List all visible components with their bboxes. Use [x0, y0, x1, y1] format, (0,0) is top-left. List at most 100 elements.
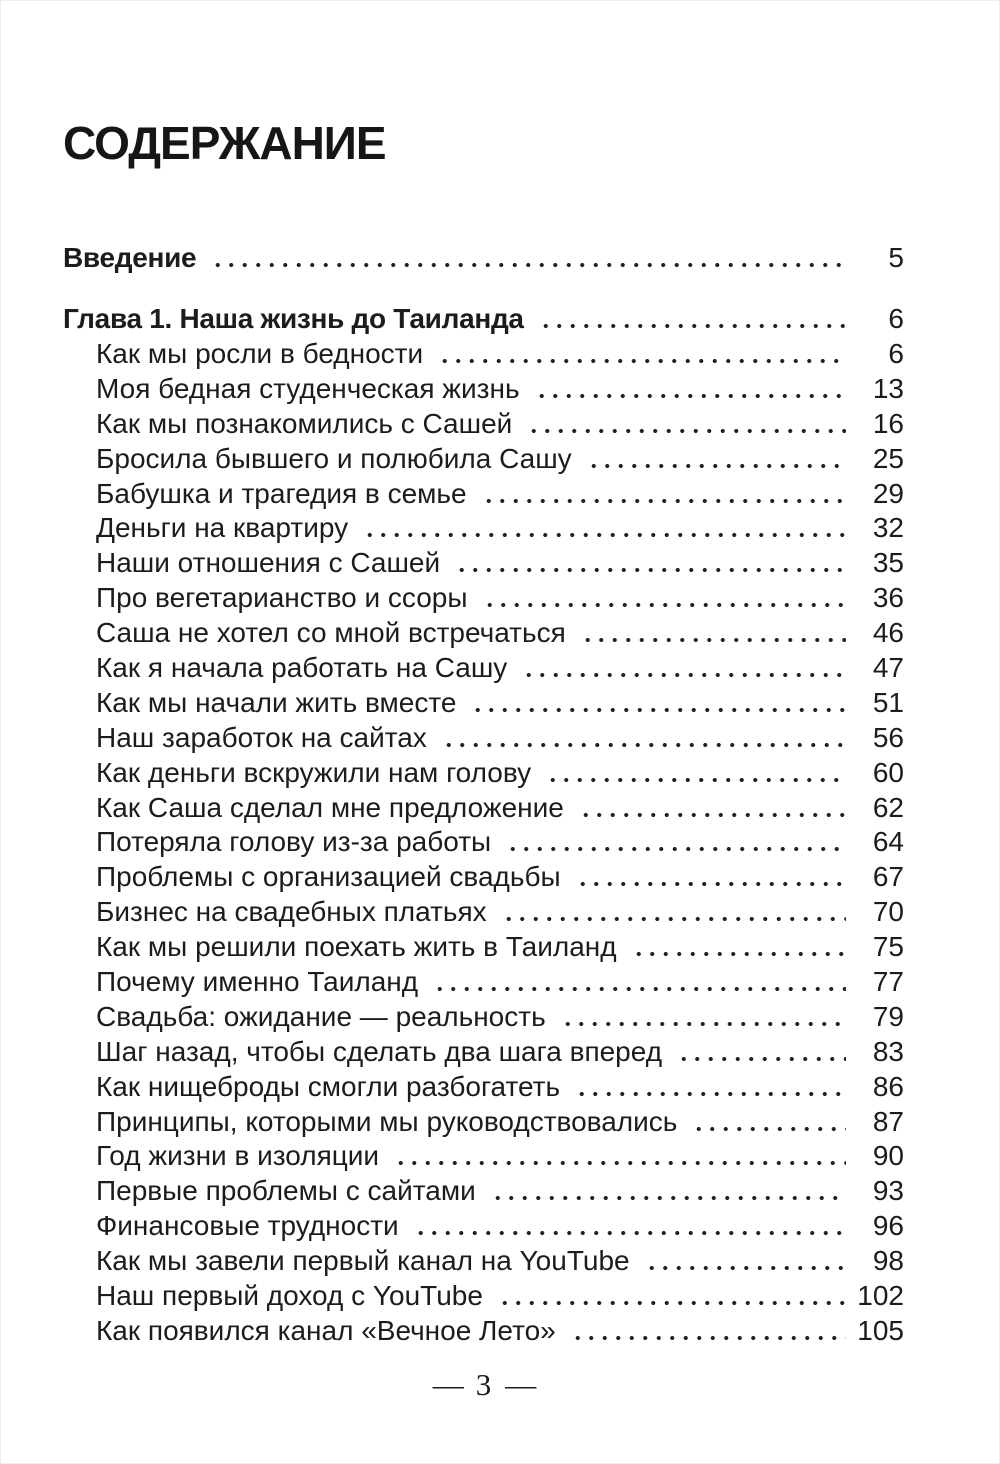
toc-entry-page: 51 — [872, 686, 904, 718]
toc-entry-page: 16 — [872, 407, 904, 439]
toc-entry-page: 36 — [872, 582, 904, 614]
toc-entry-label: Бабушка и трагедия в семье — [96, 477, 467, 509]
dot-leader — [576, 811, 846, 818]
toc-entry-page: 13 — [872, 372, 904, 404]
dot-leader — [436, 357, 846, 364]
dot-leader — [536, 323, 846, 330]
toc-entry-page: 93 — [872, 1175, 904, 1207]
toc-intro-label: Введение — [63, 242, 197, 274]
toc-entry: Бабушка и трагедия в семье 29 — [63, 473, 904, 508]
toc-entry-page: 35 — [872, 547, 904, 579]
dot-leader — [558, 1020, 846, 1027]
dot-leader — [479, 497, 846, 504]
toc-entry-page: 79 — [872, 1000, 904, 1032]
toc-entry: Проблемы с организацией свадьбы 67 — [63, 856, 904, 891]
toc-entry: Саша не хотел со мной встречаться 46 — [63, 612, 904, 647]
toc-entry-label: Как Саша сделал мне предложение — [96, 791, 564, 823]
toc-entry-label: Год жизни в изоляции — [96, 1140, 380, 1172]
toc-entry-label: Наши отношения с Сашей — [96, 547, 441, 579]
toc-chapter-label: Глава 1. Наша жизнь до Таиланда — [63, 303, 524, 335]
dot-leader — [520, 671, 846, 678]
toc-entry: Наш заработок на сайтах 56 — [63, 717, 904, 752]
footer-number: 3 — [475, 1366, 492, 1402]
dot-leader — [675, 1055, 846, 1062]
toc-entry-label: Шаг назад, чтобы сделать два шага вперед — [96, 1035, 663, 1067]
toc-entry-label: Свадьба: ожидание — реальность — [96, 1000, 546, 1032]
dot-leader — [361, 532, 846, 539]
toc-intro-row: Введение 5 — [63, 237, 904, 272]
dot-leader — [629, 951, 846, 958]
toc-entry: Финансовые трудности 96 — [63, 1205, 904, 1240]
toc-entry-page: 46 — [872, 617, 904, 649]
toc-entry: Свадьба: ожидание — реальность 79 — [63, 996, 904, 1031]
toc-entry: Как я начала работать на Сашу 47 — [63, 647, 904, 682]
dot-leader — [532, 392, 846, 399]
toc-entry-label: Как мы завели первый канал на YouTube — [96, 1245, 630, 1277]
toc-entry-page: 105 — [857, 1314, 904, 1346]
toc-entry-page: 29 — [872, 477, 904, 509]
toc-entry-page: 67 — [872, 861, 904, 893]
dot-leader — [453, 567, 846, 574]
toc-entry-label: Принципы, которыми мы руководствовались — [96, 1105, 678, 1137]
toc-entry: Как нищеброды смогли разбогатеть 86 — [63, 1066, 904, 1101]
footer-left-dash: — — [432, 1366, 464, 1402]
toc-entry-page: 87 — [872, 1105, 904, 1137]
toc-entry: Деньги на квартиру 32 — [63, 508, 904, 543]
toc-entry: Наш первый доход с YouTube 102 — [63, 1275, 904, 1310]
dot-leader — [209, 262, 846, 269]
dot-leader — [690, 1125, 846, 1132]
toc-entry-label: Как я начала работать на Сашу — [96, 651, 508, 683]
toc-entry: Как деньги вскружили нам голову 60 — [63, 752, 904, 787]
toc-entry-label: Финансовые трудности — [96, 1210, 399, 1242]
dot-leader — [544, 776, 846, 783]
toc-entry: Как появился канал «Вечное Лето» 105 — [63, 1310, 904, 1345]
toc-entry-label: Потеряла голову из-за работы — [96, 826, 492, 858]
dot-leader — [392, 1160, 846, 1167]
dot-leader — [499, 916, 846, 923]
toc-entry-page: 86 — [872, 1070, 904, 1102]
toc-entry: Наши отношения с Сашей 35 — [63, 542, 904, 577]
toc-entry-page: 77 — [872, 966, 904, 997]
toc-entry-label: Первые проблемы с сайтами — [96, 1175, 476, 1207]
toc-entry-label: Как мы росли в бедности — [96, 337, 424, 369]
dot-leader — [525, 427, 846, 434]
toc-entry-page: 62 — [872, 791, 904, 823]
footer-page-number: — 3 — — [63, 1367, 904, 1403]
toc-entry: Год жизни в изоляции 90 — [63, 1136, 904, 1171]
toc-entry-page: 102 — [857, 1280, 904, 1312]
toc-entry-label: Моя бедная студенческая жизнь — [96, 372, 520, 404]
toc-entry-label: Деньги на квартиру — [96, 512, 349, 544]
dot-leader — [584, 462, 846, 469]
toc-entry-label: Про вегетарианство и ссоры — [96, 582, 468, 614]
toc-entry: Как мы познакомились с Сашей 16 — [63, 403, 904, 438]
toc-entry-page: 64 — [872, 826, 904, 858]
toc-entry: Как Саша сделал мне предложение 62 — [63, 787, 904, 822]
toc-chapter-row: Глава 1. Наша жизнь до Таиланда 6 — [63, 298, 904, 333]
toc-entry-page: 56 — [872, 721, 904, 753]
page-title: СОДЕРЖАНИЕ — [63, 117, 387, 169]
toc-entry-label: Как нищеброды смогли разбогатеть — [96, 1070, 561, 1102]
toc-list: Введение 5 Глава 1. Наша жизнь до Таилан… — [63, 237, 904, 1345]
toc-entry-page: 6 — [888, 337, 904, 369]
toc-entry-page: 25 — [872, 442, 904, 474]
toc-entry: Как мы начали жить вместе 51 — [63, 682, 904, 717]
toc-entry: Принципы, которыми мы руководствовались … — [63, 1101, 904, 1136]
toc-intro-page: 5 — [888, 242, 904, 274]
toc-entry: Моя бедная студенческая жизнь 13 — [63, 368, 904, 403]
dot-leader — [573, 881, 846, 888]
toc-entry: Про вегетарианство и ссоры 36 — [63, 577, 904, 612]
dot-leader — [469, 706, 846, 713]
toc-entry-page: 32 — [872, 512, 904, 544]
toc-entry-label: Саша не хотел со мной встречаться — [96, 617, 566, 649]
toc-entry-page: 96 — [872, 1210, 904, 1242]
toc-chapter-page: 6 — [888, 303, 904, 335]
toc-entry-label: Проблемы с организацией свадьбы — [96, 861, 561, 893]
dot-leader — [578, 637, 846, 644]
dot-leader — [439, 741, 846, 748]
toc-entry-label: Как появился канал «Вечное Лето» — [96, 1314, 556, 1346]
toc-entry: Почему именно Таиланд 77 — [63, 961, 904, 996]
footer-right-dash: — — [505, 1366, 536, 1402]
toc-entry-page: 60 — [872, 756, 904, 788]
toc-entry-label: Как деньги вскружили нам голову — [96, 756, 532, 788]
